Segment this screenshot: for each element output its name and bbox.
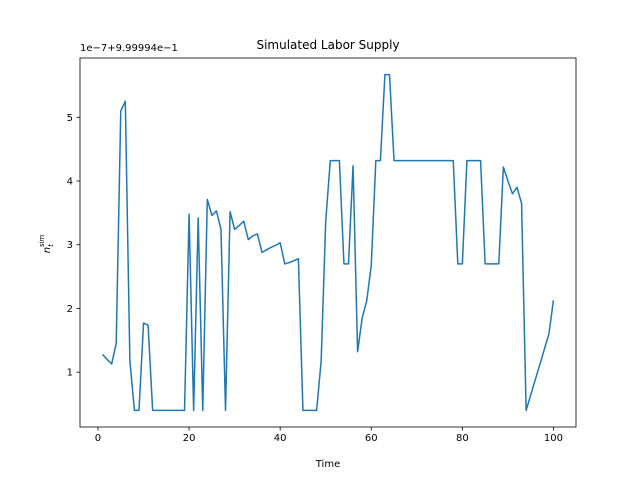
y-label-sup: sim (38, 235, 46, 248)
y-tick-label: 1 (67, 368, 73, 379)
y-tick-label: 4 (67, 177, 73, 188)
x-tick-label: 20 (183, 433, 196, 444)
y-offset-text: 1e−7+9.99994e−1 (80, 43, 178, 54)
x-axis-label: Time (315, 459, 340, 470)
x-tick-label: 60 (365, 433, 378, 444)
y-tick-label: 2 (67, 304, 73, 315)
y-label-base: n (42, 247, 53, 253)
x-tick-label: 0 (95, 433, 101, 444)
plot-frame (79, 57, 577, 428)
y-label-sub: t (47, 244, 55, 247)
y-tick-label: 3 (67, 240, 73, 251)
x-tick-label: 80 (456, 433, 469, 444)
x-tick-label: 40 (274, 433, 287, 444)
y-axis-label: ntsim (38, 235, 55, 254)
line (101, 73, 555, 412)
chart-title: Simulated Labor Supply (256, 38, 399, 52)
y-tick-label: 5 (67, 113, 73, 124)
x-tick-label: 100 (544, 433, 563, 444)
